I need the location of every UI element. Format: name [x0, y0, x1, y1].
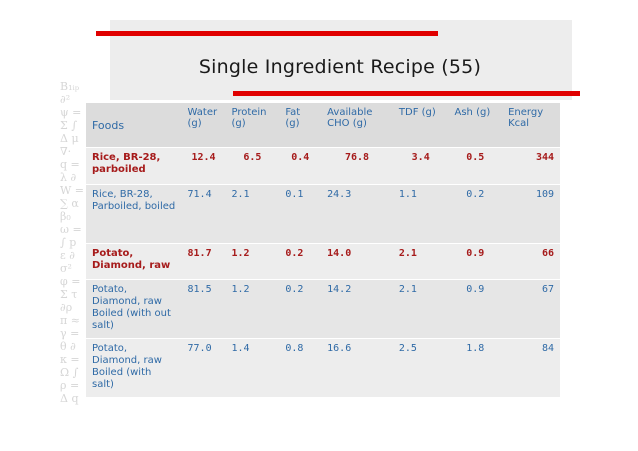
cell-water: 71.4: [181, 184, 226, 244]
cell-fat: 0.8: [279, 338, 322, 398]
cell-protein: 6.5: [225, 147, 280, 185]
cell-ash: 0.9: [448, 243, 503, 280]
header-fat: Fat (g): [279, 103, 322, 148]
cell-protein: 1.4: [225, 338, 280, 398]
cell-food: Potato, Diamond, raw Boiled (with salt): [86, 338, 182, 398]
cell-tdf: 2.5: [392, 338, 449, 398]
cell-tdf: 2.1: [392, 243, 449, 280]
cell-protein: 2.1: [225, 184, 280, 244]
cell-energy: 66: [502, 243, 560, 280]
cell-protein: 1.2: [225, 279, 280, 339]
header-energy: Energy Kcal: [502, 103, 560, 148]
cell-energy: 84: [502, 338, 560, 398]
table-header-row: Foods Water (g) Protein (g) Fat (g) Avai…: [86, 103, 560, 148]
cell-tdf: 1.1: [392, 184, 449, 244]
header-foods: Foods: [86, 103, 182, 148]
header-ash: Ash (g): [448, 103, 503, 148]
cell-food: Potato, Diamond, raw Boiled (with out sa…: [86, 279, 182, 339]
cell-tdf: 2.1: [392, 279, 449, 339]
header-protein: Protein (g): [225, 103, 280, 148]
header-tdf: TDF (g): [392, 103, 449, 148]
nutrient-table: Foods Water (g) Protein (g) Fat (g) Avai…: [86, 103, 560, 398]
slide-title: Single Ingredient Recipe (55): [198, 56, 482, 78]
cell-energy: 344: [502, 147, 560, 185]
cell-cho: 14.0: [321, 243, 393, 280]
table-row: Potato, Diamond, raw Boiled (with out sa…: [86, 279, 560, 339]
table-row: Potato, Diamond, raw 81.7 1.2 0.2 14.0 2…: [86, 243, 560, 280]
cell-fat: 0.4: [279, 147, 322, 185]
cell-cho: 76.8: [321, 147, 393, 185]
cell-food: Potato, Diamond, raw: [86, 243, 182, 280]
red-accent-bar-top: [96, 31, 438, 36]
table-row: Rice, BR-28, parboiled 12.4 6.5 0.4 76.8…: [86, 147, 560, 185]
table-row: Potato, Diamond, raw Boiled (with salt) …: [86, 338, 560, 398]
header-water: Water (g): [181, 103, 226, 148]
cell-fat: 0.2: [279, 243, 322, 280]
cell-fat: 0.2: [279, 279, 322, 339]
cell-ash: 0.2: [448, 184, 503, 244]
cell-ash: 1.8: [448, 338, 503, 398]
table-row: Rice, BR-28, Parboiled, boiled 71.4 2.1 …: [86, 184, 560, 244]
cell-ash: 0.9: [448, 279, 503, 339]
cell-food: Rice, BR-28, parboiled: [86, 147, 182, 185]
cell-water: 77.0: [181, 338, 226, 398]
cell-fat: 0.1: [279, 184, 322, 244]
cell-energy: 67: [502, 279, 560, 339]
cell-food: Rice, BR-28, Parboiled, boiled: [86, 184, 182, 244]
cell-water: 12.4: [181, 147, 226, 185]
cell-cho: 16.6: [321, 338, 393, 398]
cell-water: 81.5: [181, 279, 226, 339]
cell-tdf: 3.4: [392, 147, 449, 185]
cell-protein: 1.2: [225, 243, 280, 280]
cell-ash: 0.5: [448, 147, 503, 185]
cell-cho: 14.2: [321, 279, 393, 339]
cell-energy: 109: [502, 184, 560, 244]
cell-water: 81.7: [181, 243, 226, 280]
red-accent-bar-bottom: [233, 91, 580, 96]
cell-cho: 24.3: [321, 184, 393, 244]
header-cho: Available CHO (g): [321, 103, 393, 148]
